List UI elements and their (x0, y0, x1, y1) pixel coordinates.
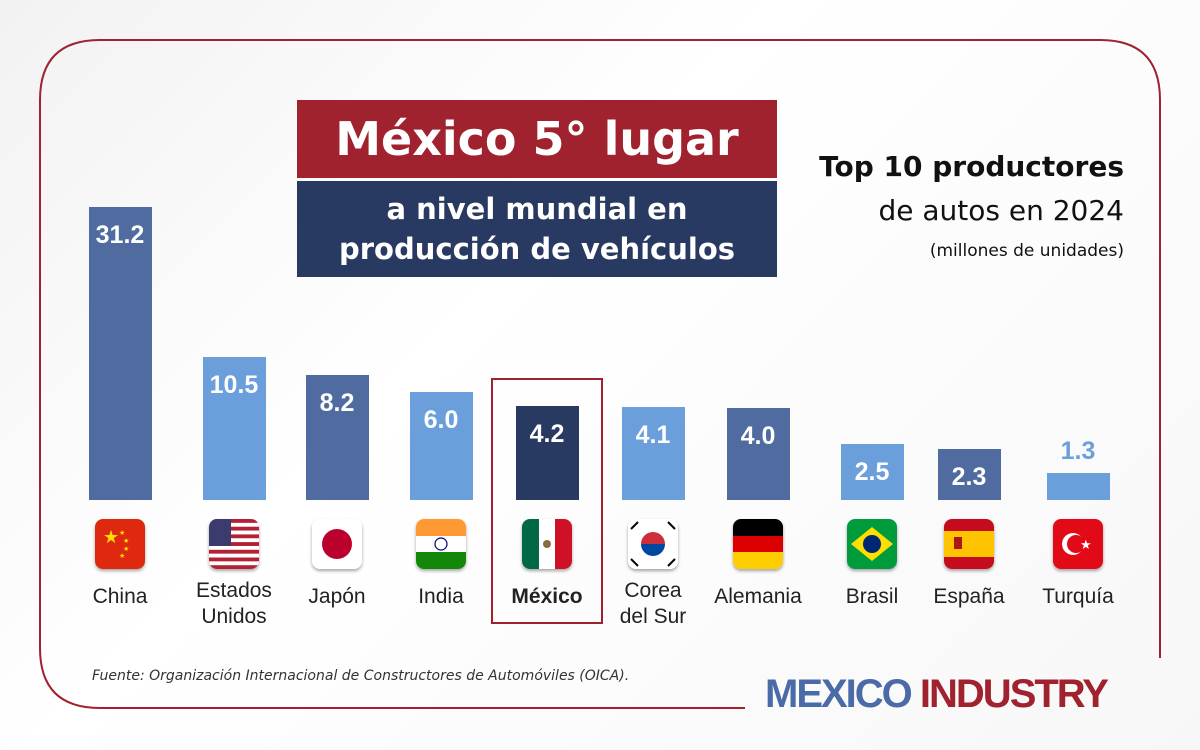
bar-alemania (727, 408, 790, 500)
mexico-industry-logo: MEXICO INDUSTRY (765, 672, 1109, 717)
svg-text:★: ★ (103, 527, 119, 548)
usa-flag-icon (209, 519, 259, 569)
south-korea-flag-icon (628, 519, 678, 569)
value-label: 4.2 (529, 420, 565, 449)
category-label: Turquía (1042, 585, 1114, 608)
germany-flag-icon (733, 519, 783, 569)
category-label: Japón (308, 585, 366, 608)
value-label: 6.0 (423, 406, 459, 435)
page-title: México 5° lugar (297, 100, 777, 178)
bar-turquía (1047, 473, 1110, 500)
value-label: 2.5 (854, 458, 890, 487)
value-label: 10.5 (209, 371, 259, 399)
india-flag-icon (416, 519, 466, 569)
value-label: 4.0 (740, 422, 776, 450)
mexico-flag-icon (522, 519, 572, 569)
category-label: Estados Unidos (196, 579, 272, 628)
logo-part-2: INDUSTRY (919, 672, 1109, 716)
category-label: España (933, 585, 1005, 608)
svg-text:★: ★ (119, 529, 125, 537)
bar-estados-unidos (203, 357, 266, 500)
value-label: 1.3 (1060, 437, 1096, 465)
chart-subtitle: de autos en 2024 (878, 194, 1124, 227)
spain-flag-icon (944, 519, 994, 569)
value-label: 31.2 (95, 221, 145, 249)
category-label: Brasil (845, 585, 899, 608)
brazil-flag-icon (847, 519, 897, 569)
category-label: China (92, 585, 148, 608)
value-label: 4.1 (635, 421, 671, 450)
svg-text:★: ★ (123, 537, 129, 545)
mexico-highlight-box (491, 378, 603, 624)
turkey-flag-icon: ★ (1053, 519, 1103, 569)
china-flag-icon: ★ ★ ★ ★ ★ (95, 519, 145, 569)
bar-japón (306, 375, 369, 500)
subtitle-line-2: producción de vehículos (338, 232, 736, 266)
bar-méxico (516, 406, 579, 500)
category-label: Alemania (714, 585, 802, 608)
category-label: India (418, 585, 464, 608)
bar-china (89, 207, 152, 500)
bar-brasil (841, 444, 904, 500)
svg-text:★: ★ (1080, 538, 1092, 553)
category-label: México (511, 585, 583, 608)
subtitle-line-1: a nivel mundial en (386, 192, 688, 226)
unit-label: (millones de unidades) (929, 241, 1124, 261)
source-note: Fuente: Organización Internacional de Co… (92, 668, 630, 684)
japan-flag-icon (312, 519, 362, 569)
bar-españa (938, 448, 1001, 500)
page-subtitle: a nivel mundial en producción de vehícul… (297, 181, 777, 277)
svg-text:★: ★ (119, 552, 125, 560)
svg-text:★: ★ (123, 545, 129, 553)
bar-india (410, 392, 473, 500)
category-label: Corea del Sur (619, 579, 687, 628)
value-label: 8.2 (319, 389, 355, 418)
logo-part-1: MEXICO (765, 672, 913, 716)
value-label: 2.3 (951, 462, 987, 491)
chart-title: Top 10 productores (819, 150, 1124, 183)
bar-corea-del-sur (622, 407, 685, 500)
